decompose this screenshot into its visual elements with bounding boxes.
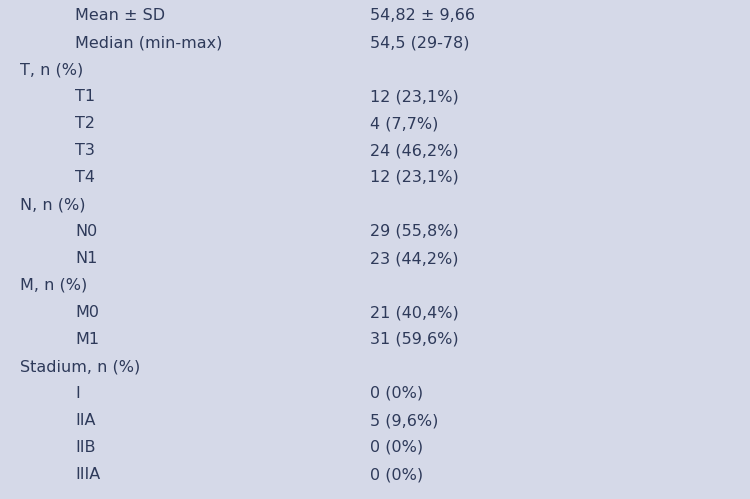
Text: 5 (9,6%): 5 (9,6%) bbox=[370, 413, 438, 428]
Text: 12 (23,1%): 12 (23,1%) bbox=[370, 170, 459, 185]
Text: N, n (%): N, n (%) bbox=[20, 197, 86, 212]
Text: T3: T3 bbox=[75, 143, 94, 158]
Text: M, n (%): M, n (%) bbox=[20, 278, 87, 293]
Text: N1: N1 bbox=[75, 251, 98, 266]
Text: T1: T1 bbox=[75, 89, 95, 104]
Text: 4 (7,7%): 4 (7,7%) bbox=[370, 116, 438, 131]
Text: IIIA: IIIA bbox=[75, 467, 100, 482]
Text: T4: T4 bbox=[75, 170, 95, 185]
Text: Mean ± SD: Mean ± SD bbox=[75, 8, 165, 23]
Text: 24 (46,2%): 24 (46,2%) bbox=[370, 143, 458, 158]
Text: 0 (0%): 0 (0%) bbox=[370, 386, 423, 401]
Text: 29 (55,8%): 29 (55,8%) bbox=[370, 224, 459, 239]
Text: 12 (23,1%): 12 (23,1%) bbox=[370, 89, 459, 104]
Text: T2: T2 bbox=[75, 116, 95, 131]
Text: IIB: IIB bbox=[75, 440, 95, 455]
Text: IIA: IIA bbox=[75, 413, 95, 428]
Text: Median (min-max): Median (min-max) bbox=[75, 35, 222, 50]
Text: 31 (59,6%): 31 (59,6%) bbox=[370, 332, 458, 347]
Text: N0: N0 bbox=[75, 224, 98, 239]
Text: M1: M1 bbox=[75, 332, 99, 347]
Text: 0 (0%): 0 (0%) bbox=[370, 440, 423, 455]
Text: M0: M0 bbox=[75, 305, 99, 320]
Text: 54,82 ± 9,66: 54,82 ± 9,66 bbox=[370, 8, 475, 23]
Text: T, n (%): T, n (%) bbox=[20, 62, 83, 77]
Text: 23 (44,2%): 23 (44,2%) bbox=[370, 251, 458, 266]
Text: I: I bbox=[75, 386, 80, 401]
Text: 0 (0%): 0 (0%) bbox=[370, 467, 423, 482]
Text: 21 (40,4%): 21 (40,4%) bbox=[370, 305, 459, 320]
Text: 54,5 (29-78): 54,5 (29-78) bbox=[370, 35, 470, 50]
Text: Stadium, n (%): Stadium, n (%) bbox=[20, 359, 140, 374]
